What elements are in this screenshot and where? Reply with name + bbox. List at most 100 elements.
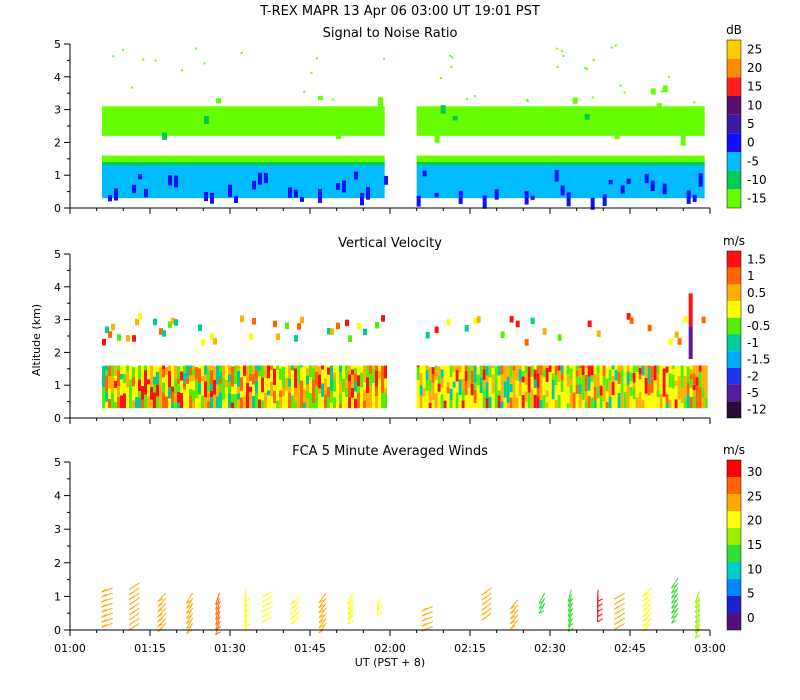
panel-content (102, 44, 705, 210)
y-tick-label: 5 (54, 456, 61, 469)
w-cell (449, 388, 453, 401)
w-cell (318, 393, 321, 409)
w-cell (120, 365, 123, 374)
w-cell (620, 365, 624, 370)
wind-barb (347, 597, 354, 610)
w-cell (207, 401, 210, 409)
w-cell (470, 395, 474, 409)
w-cell (677, 375, 681, 391)
w-cell (491, 365, 495, 368)
wind-barb (509, 599, 519, 610)
w-cell (219, 378, 222, 384)
w-cell (240, 390, 243, 398)
w-cell (384, 393, 387, 409)
w-cell (255, 369, 258, 380)
w-cell (677, 365, 681, 376)
w-cell (267, 390, 270, 396)
wind-barb (694, 601, 701, 614)
w-cell (321, 365, 324, 370)
w-cell (629, 381, 633, 388)
w-cell (246, 382, 249, 394)
w-cell (351, 369, 354, 375)
snr-patch (434, 131, 440, 143)
w-cell (213, 338, 217, 345)
wind-barb (157, 612, 167, 623)
w-cell (261, 365, 264, 378)
w-cell (114, 402, 117, 409)
w-cell (542, 328, 547, 335)
snr-layer-edge (416, 162, 705, 167)
w-cell (339, 403, 342, 409)
w-cell (177, 383, 180, 392)
wind-barb (421, 616, 433, 622)
wind-barb (318, 597, 327, 609)
w-cell (288, 392, 291, 409)
snr-speck (142, 58, 145, 61)
colorbar-label: 30 (747, 465, 762, 479)
snr-patch (228, 184, 232, 197)
colorbar-frame (726, 250, 742, 419)
w-cell (132, 400, 135, 409)
w-cell (264, 365, 267, 378)
wind-barb (244, 589, 251, 603)
w-cell (659, 383, 663, 394)
wind-barb (318, 592, 327, 604)
w-cell (695, 399, 699, 409)
w-cell (102, 365, 105, 380)
w-cell (228, 374, 231, 382)
w-cell (363, 365, 366, 369)
wind-barb (538, 592, 546, 605)
snr-speck (203, 62, 206, 65)
w-cell (156, 396, 159, 409)
wind-barb (128, 602, 140, 611)
w-cell (605, 367, 609, 379)
w-cell (434, 326, 439, 334)
w-cell (656, 374, 660, 390)
w-cell (629, 372, 633, 382)
w-cell (677, 338, 682, 345)
w-cell (255, 393, 258, 409)
wind-barb (614, 607, 625, 615)
wind-barb (318, 622, 327, 634)
wind-barb (481, 607, 492, 616)
colorbar-label: -1.5 (747, 353, 770, 367)
wind-barb (509, 619, 519, 630)
w-cell (165, 390, 168, 397)
colorbar-label: -0.5 (747, 319, 770, 333)
colorbar-swatch (727, 189, 741, 208)
w-cell (258, 391, 261, 400)
snr-patch (482, 119, 488, 124)
wind-barb (289, 616, 300, 625)
snr-speck (451, 56, 454, 59)
y-tick-label: 4 (54, 490, 61, 503)
w-cell (635, 365, 639, 372)
w-cell (626, 371, 630, 386)
w-cell (261, 392, 264, 401)
w-cell (156, 365, 159, 372)
w-cell (273, 385, 276, 391)
w-cell (632, 367, 636, 373)
w-cell (698, 371, 702, 387)
w-cell (584, 391, 588, 402)
snr-upper-layer (102, 106, 385, 136)
w-cell (345, 365, 348, 369)
w-cell (360, 395, 363, 409)
snr-layer-edge (102, 155, 385, 164)
w-cell (656, 365, 660, 375)
wind-barb (347, 602, 354, 615)
w-cell (683, 375, 687, 392)
w-cell (662, 365, 666, 369)
w-cell (285, 378, 288, 391)
wind-barb (289, 611, 300, 620)
w-cell (195, 367, 198, 379)
w-cell (129, 388, 132, 394)
w-cell (204, 374, 207, 382)
snr-speck (560, 50, 563, 53)
w-cell (521, 400, 525, 409)
w-cell (623, 365, 627, 376)
w-cell (467, 365, 471, 371)
w-cell (617, 365, 621, 373)
w-cell (285, 390, 288, 403)
w-cell (608, 396, 612, 409)
wind-barb (128, 607, 140, 616)
